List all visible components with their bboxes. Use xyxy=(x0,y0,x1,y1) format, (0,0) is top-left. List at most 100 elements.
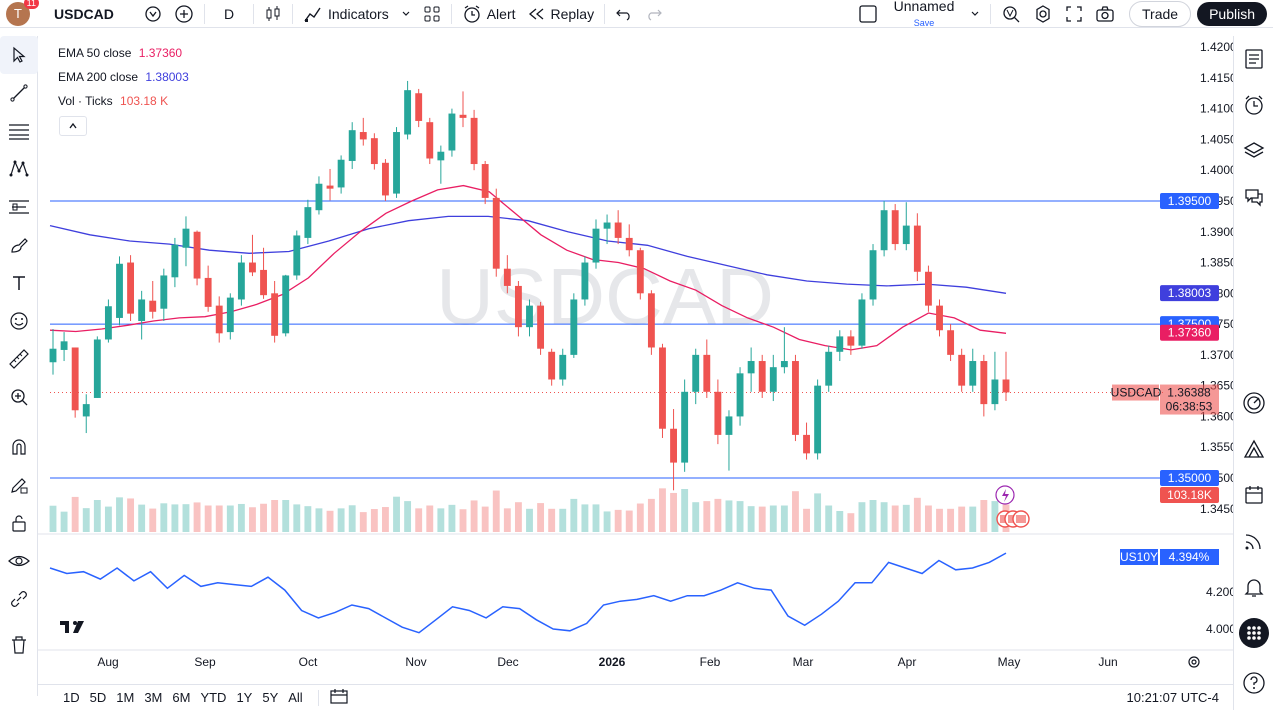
compare-add-icon[interactable] xyxy=(168,0,200,28)
avatar-letter: T xyxy=(14,6,22,21)
alert-button[interactable]: Alert xyxy=(456,0,522,28)
ticker-icon[interactable] xyxy=(138,0,168,28)
broadcast-icon[interactable] xyxy=(1234,518,1273,564)
quick-search-icon[interactable] xyxy=(995,0,1027,28)
volume-bar xyxy=(348,505,356,532)
interval-button[interactable]: D xyxy=(209,0,249,28)
brush-icon[interactable] xyxy=(0,226,38,264)
range-1m-button[interactable]: 1M xyxy=(116,690,135,705)
ruler-icon[interactable] xyxy=(0,340,38,378)
user-avatar[interactable]: T 11 xyxy=(6,0,39,26)
eye-icon[interactable] xyxy=(0,542,38,580)
text-icon[interactable] xyxy=(0,264,38,302)
pencil-lock-icon[interactable] xyxy=(0,466,38,504)
templates-grid-icon[interactable] xyxy=(417,0,447,28)
volume-bar xyxy=(902,504,910,532)
symbol-search-button[interactable]: USDCAD xyxy=(48,0,138,28)
candle-body xyxy=(636,250,644,294)
ema50-legend[interactable]: EMA 50 close 1.37360 xyxy=(58,46,182,60)
range-5y-button[interactable]: 5Y xyxy=(262,690,279,705)
price-chart[interactable]: USDCAD 4.200% 4.000% 1.42000 1.41500 1.4100… xyxy=(38,36,1233,684)
volume-bar xyxy=(681,489,689,532)
clock[interactable]: 10:21:07 UTC-4 xyxy=(1126,690,1220,705)
target-icon[interactable] xyxy=(1234,380,1273,426)
zoom-in-icon[interactable] xyxy=(0,378,38,416)
candle-body xyxy=(171,244,179,278)
chevron-down-icon[interactable] xyxy=(395,0,417,28)
lock-icon[interactable] xyxy=(0,504,38,542)
symbol-tag: USDCAD xyxy=(1111,386,1162,400)
candle-body xyxy=(149,300,157,312)
candle-body xyxy=(725,416,733,435)
indicators-button[interactable]: Indicators xyxy=(297,0,395,28)
level-label-1: 1.39500 xyxy=(1160,192,1219,209)
ideas-icon[interactable] xyxy=(1234,426,1273,472)
symbol-tag-bg xyxy=(1112,384,1159,401)
undo-icon[interactable] xyxy=(609,0,639,28)
candle-body xyxy=(603,222,611,229)
candle-body xyxy=(459,114,467,118)
camera-icon[interactable] xyxy=(1089,0,1121,28)
volume-bar xyxy=(869,500,877,532)
range-1y-button[interactable]: 1Y xyxy=(236,690,253,705)
layout-name-button[interactable]: Unnamed Save xyxy=(884,0,964,28)
layers-icon[interactable] xyxy=(1234,128,1273,174)
volume-bar xyxy=(736,501,744,532)
volume-label-badge-text: 103.18K xyxy=(1167,488,1212,502)
emoji-icon[interactable] xyxy=(0,302,38,340)
range-all-button[interactable]: All xyxy=(288,690,303,705)
candle-body xyxy=(736,373,744,417)
help-icon[interactable] xyxy=(1234,660,1273,706)
time-tick: Nov xyxy=(405,655,426,669)
candle-body xyxy=(293,235,301,276)
price-tick: 1.34500 xyxy=(1200,502,1233,516)
candle-body xyxy=(337,159,345,188)
ema200-label-badge: 1.38003 xyxy=(1160,285,1219,302)
chevron-down-icon[interactable] xyxy=(964,0,986,28)
candle-body xyxy=(681,391,689,463)
magnet-icon[interactable] xyxy=(0,428,38,466)
fib-retracement-icon[interactable] xyxy=(0,112,38,150)
trash-icon[interactable] xyxy=(0,626,38,664)
publish-button[interactable]: Publish xyxy=(1197,1,1267,26)
volume-bar xyxy=(780,505,788,532)
notifications-bell-icon[interactable] xyxy=(1234,564,1273,610)
candle-body xyxy=(670,428,677,463)
fullscreen-icon[interactable] xyxy=(1059,0,1089,28)
chat-icon[interactable] xyxy=(1234,174,1273,220)
replay-button[interactable]: Replay xyxy=(522,0,601,28)
range-ytd-button[interactable]: YTD xyxy=(200,690,227,705)
layout-checkbox[interactable] xyxy=(852,0,884,28)
axis-settings-icon xyxy=(1188,656,1200,668)
volume-bar xyxy=(282,500,290,532)
range-6m-button[interactable]: 6M xyxy=(172,690,191,705)
logo-bar xyxy=(60,621,69,625)
candle-body xyxy=(237,262,245,300)
range-1d-button[interactable]: 1D xyxy=(63,690,80,705)
apps-grid-icon[interactable] xyxy=(1234,610,1273,656)
cursor-icon[interactable] xyxy=(0,36,38,74)
volume-bar xyxy=(670,492,677,532)
settings-gear-icon[interactable] xyxy=(1027,0,1059,28)
ema200-legend[interactable]: EMA 200 close 1.38003 xyxy=(58,70,189,84)
calendar-range-icon[interactable] xyxy=(329,687,349,708)
watchlist-icon[interactable] xyxy=(1234,36,1273,82)
volume-bar xyxy=(913,497,921,532)
trend-line-icon[interactable] xyxy=(0,74,38,112)
calendar-icon[interactable] xyxy=(1234,472,1273,518)
volume-legend[interactable]: Vol · Ticks 103.18 K xyxy=(58,94,168,108)
range-5d-button[interactable]: 5D xyxy=(89,690,107,705)
candle-body xyxy=(437,151,445,161)
candles-type-icon[interactable] xyxy=(258,0,288,28)
redo-icon[interactable] xyxy=(639,0,669,28)
pattern-icon[interactable] xyxy=(0,150,38,188)
trade-button[interactable]: Trade xyxy=(1129,0,1192,27)
forecast-icon[interactable] xyxy=(0,188,38,226)
volume-bar xyxy=(127,498,135,532)
collapse-legend-button[interactable] xyxy=(59,116,87,136)
candle-body xyxy=(60,341,68,350)
alerts-clock-icon[interactable] xyxy=(1234,82,1273,128)
link-icon[interactable] xyxy=(0,580,38,618)
range-3m-button[interactable]: 3M xyxy=(144,690,163,705)
